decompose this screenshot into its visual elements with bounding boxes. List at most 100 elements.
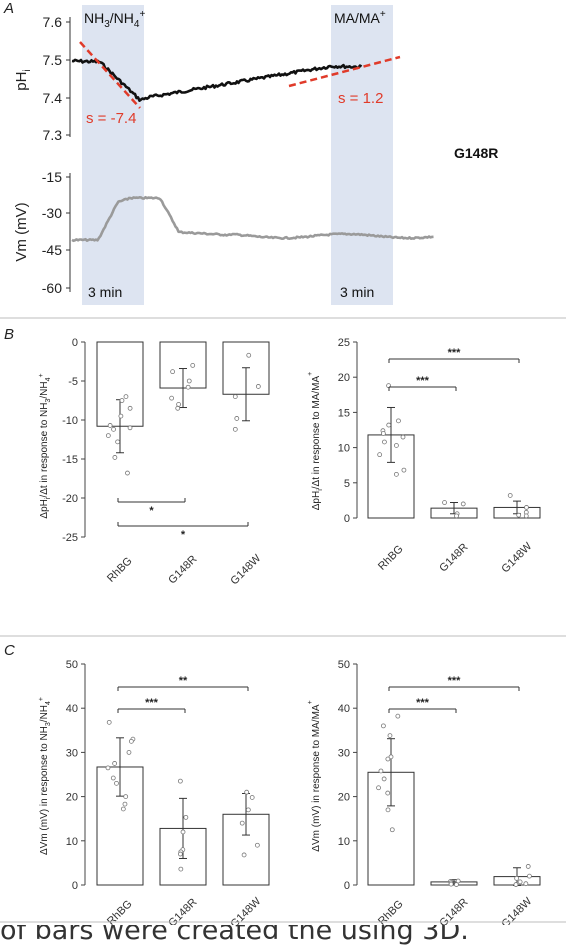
- y-axis-tick-label: 10: [338, 836, 350, 848]
- y-axis-tick-label: 0: [72, 880, 78, 892]
- caption-strip: of bars were created the using 3D.: [0, 925, 566, 950]
- slope-left-line: [79, 41, 141, 109]
- y-axis-tick-label: 0: [72, 337, 78, 349]
- slope-right-label: s = 1.2: [338, 90, 383, 107]
- data-point: [454, 513, 459, 519]
- time-left-label: 3 min: [88, 284, 122, 300]
- ma-label: MA/MA+: [334, 9, 386, 26]
- data-point: [178, 866, 184, 872]
- data-point: [119, 398, 125, 403]
- panel-a-letter: A: [3, 0, 14, 17]
- y-axis-tick-label: 50: [66, 659, 78, 671]
- data-point: [460, 501, 466, 507]
- data-point: [378, 768, 384, 774]
- category-label: G148R: [166, 553, 199, 586]
- y-axis-tick-label: 20: [338, 372, 350, 384]
- data-point: [169, 395, 175, 401]
- data-point: [523, 881, 529, 887]
- data-point: [386, 422, 392, 428]
- data-point: [377, 452, 383, 458]
- panel-b-letter: B: [4, 326, 14, 343]
- data-point: [170, 369, 176, 375]
- category-label: RhBG: [105, 898, 135, 925]
- data-point: [388, 754, 394, 760]
- y-axis-tick-label: 20: [338, 792, 350, 804]
- panel-c-right-ylabel: ΔVm (mV) in response to MA/MA+: [307, 700, 322, 851]
- data-point: [112, 761, 118, 766]
- data-point: [111, 426, 116, 432]
- data-point: [177, 851, 183, 857]
- data-point: [123, 394, 129, 400]
- category-label: G148R: [166, 896, 199, 925]
- chart-b-right: 0 5 10 15 20 25 RhBG G148R G148W *** ***: [338, 337, 541, 575]
- category-label: G148W: [228, 895, 263, 925]
- data-point: [380, 431, 386, 436]
- ph-trace: [71, 58, 363, 102]
- y-axis-tick-label: 50: [338, 659, 350, 671]
- mutant-label: G148R: [454, 145, 498, 161]
- data-point: [118, 413, 124, 419]
- data-point: [393, 471, 399, 477]
- data-point: [232, 394, 238, 400]
- data-point: [112, 455, 118, 460]
- y-axis-tick-label: 25: [338, 337, 350, 349]
- data-point: [128, 738, 134, 744]
- category-label: RhBG: [376, 543, 406, 573]
- data-point: [190, 362, 196, 368]
- data-point: [385, 807, 391, 813]
- y-axis-tick-label: 10: [66, 836, 78, 848]
- data-point: [125, 470, 130, 476]
- nh3-exposure-shade: [82, 5, 144, 305]
- data-point: [241, 852, 247, 858]
- ph-axis-tick-label: 7.3: [43, 127, 63, 143]
- data-point: [246, 352, 252, 358]
- figure: A NH3/NH4+ MA/MA+ 7.6 7.5 7.4 7.3 pHi s = -…: [0, 0, 566, 925]
- significance-label: **: [179, 675, 188, 687]
- significance-label: *: [181, 529, 186, 541]
- y-axis-tick-label: -15: [62, 454, 78, 466]
- data-point: [232, 426, 238, 432]
- vm-axis-tick-label: -15: [42, 169, 62, 185]
- ph-axis-tick-label: 7.5: [43, 52, 63, 68]
- data-point: [176, 401, 182, 407]
- data-point: [254, 842, 260, 848]
- y-axis-tick-label: 0: [344, 880, 350, 892]
- caption-text: of bars were created the using 3D.: [0, 925, 469, 946]
- panel-b-right-ylabel: ΔpHi/Δt in response to MA/MA+: [307, 372, 324, 511]
- data-point: [448, 881, 454, 887]
- data-point: [517, 879, 523, 885]
- data-point: [442, 500, 447, 505]
- data-point: [239, 820, 245, 826]
- data-point: [400, 434, 406, 440]
- significance-label: ***: [416, 697, 430, 709]
- data-point: [394, 443, 399, 448]
- category-label: G148W: [499, 895, 534, 925]
- data-point: [513, 882, 519, 887]
- y-axis-tick-label: 40: [338, 703, 350, 715]
- y-axis-tick-label: -5: [68, 376, 78, 388]
- data-point: [123, 794, 129, 799]
- y-axis-tick-label: -20: [62, 493, 78, 505]
- data-point: [385, 790, 391, 796]
- vm-axis-ticks: -15 -30 -45 -60: [42, 169, 70, 296]
- data-point: [107, 423, 113, 428]
- slope-right-line: [288, 55, 401, 88]
- data-point: [385, 756, 391, 762]
- ph-axis-tick-label: 7.4: [43, 90, 63, 106]
- vm-axis-tick-label: -30: [42, 205, 62, 221]
- data-point: [120, 806, 126, 812]
- data-point: [105, 765, 111, 771]
- category-label: RhBG: [376, 898, 406, 925]
- data-point: [245, 807, 251, 813]
- category-label: G148R: [437, 541, 470, 574]
- data-point: [255, 384, 261, 389]
- data-point: [381, 776, 387, 782]
- panel-c-letter: C: [4, 642, 15, 659]
- data-point: [185, 384, 191, 390]
- data-point: [454, 882, 459, 887]
- y-axis-tick-label: 0: [344, 513, 350, 525]
- panel-c-left-ylabel: ΔVm (mV) in response to NH3/NH4+: [38, 697, 52, 855]
- significance-label: *: [149, 505, 154, 517]
- data-point: [234, 416, 240, 421]
